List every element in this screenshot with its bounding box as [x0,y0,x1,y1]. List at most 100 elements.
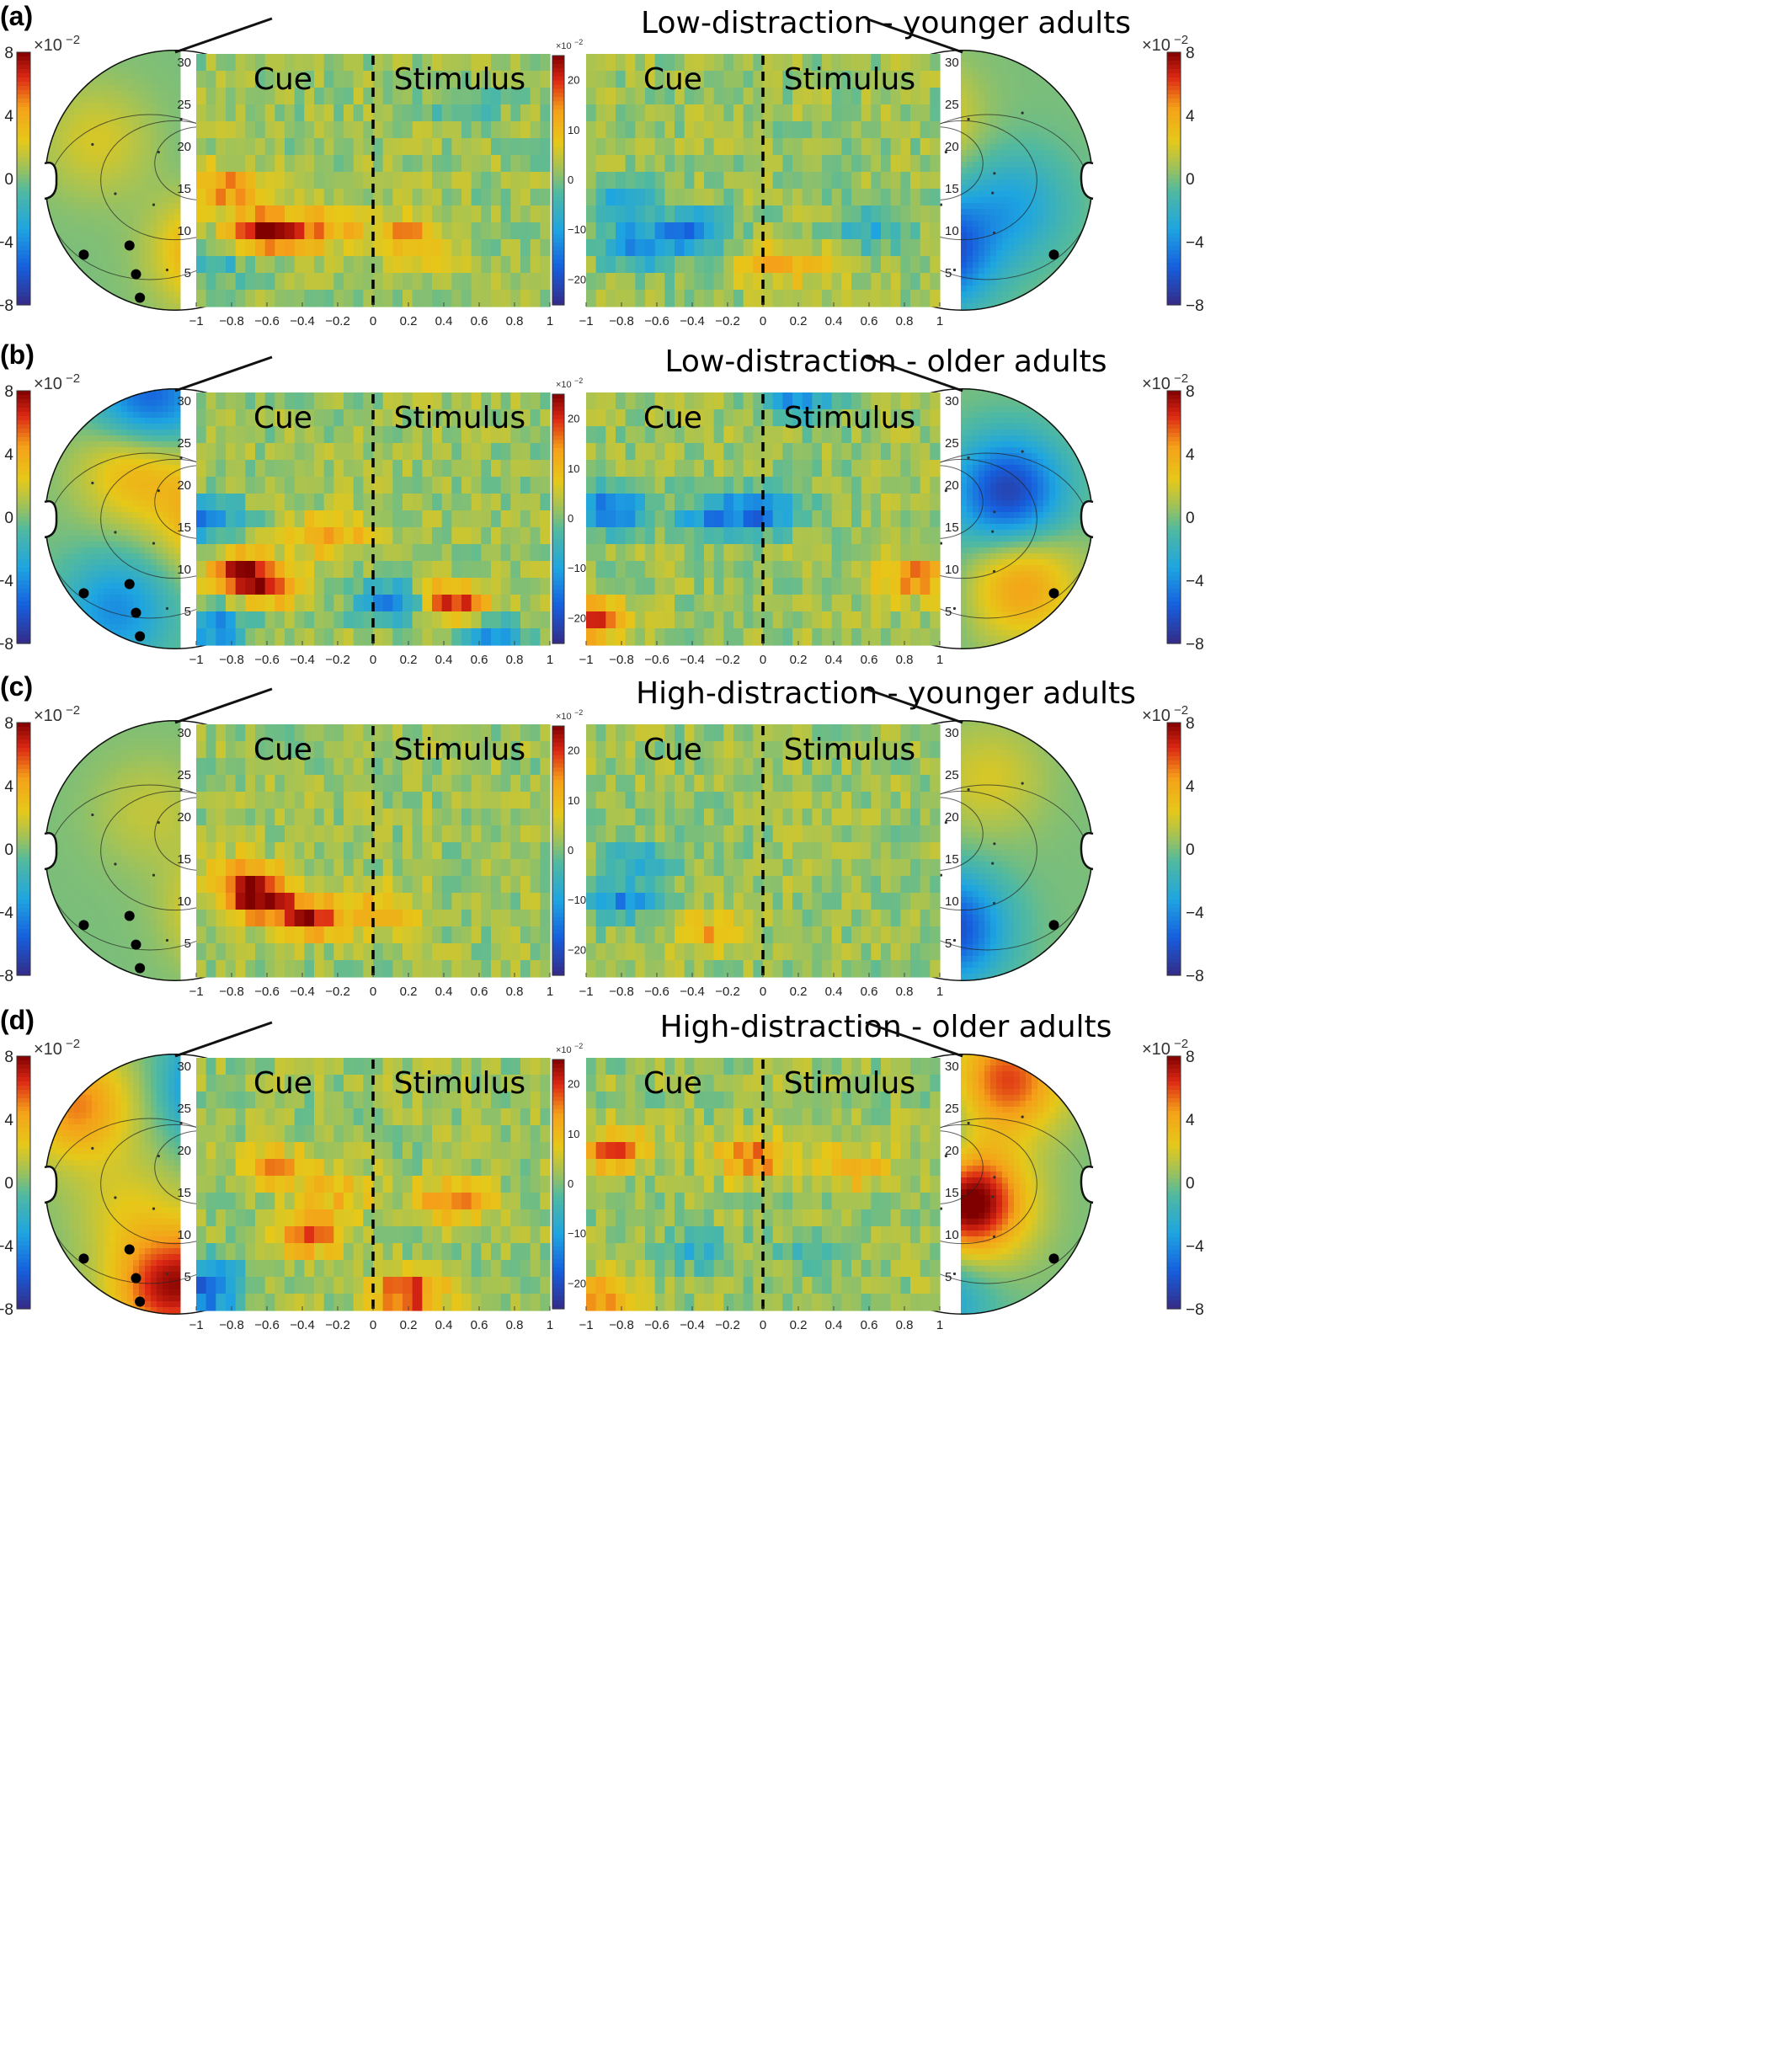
tf-cell [491,1226,502,1244]
tf-cell [841,172,852,189]
highlighted-electrode [135,631,146,642]
tf-cell [461,71,472,88]
tf-cell [353,595,364,612]
tf-cell [245,628,256,646]
tf-cell [861,206,872,223]
tf-cell [540,1142,551,1160]
tf-cell [861,426,872,444]
tf-cell [792,1075,803,1092]
tf-cell [285,239,296,257]
tf-cell [645,960,656,978]
tf-cell [675,88,685,105]
tf-cell [422,1058,433,1076]
tf-cell [733,88,744,105]
tf-cell [255,510,266,528]
tf-cell [595,1294,606,1311]
tf-cell [412,758,423,776]
tf-cell [802,104,813,122]
tf-cell [792,1193,803,1210]
tf-cell [205,189,216,206]
tf-cell [645,256,656,274]
tf-cell [314,758,325,776]
tf-cell [861,1108,872,1126]
tf-cell [930,561,941,579]
tf-cell [930,1260,941,1278]
tf-cell [772,494,783,511]
tf-cell [264,460,275,478]
tf-cell [264,121,275,139]
tf-cell [304,1176,315,1193]
tf-cell [704,792,715,809]
tf-cell [255,544,266,562]
tf-cell [763,206,774,223]
tf-cell [382,273,393,291]
tf-cell [812,477,823,494]
tf-cell [723,724,734,742]
tf-cell [264,1125,275,1143]
tf-cell [802,273,813,291]
tf-cell [294,239,305,257]
tf-cell [605,392,616,410]
tf-cell [520,1058,531,1076]
tf-cell [654,1092,665,1109]
tf-cell [654,1075,665,1092]
tf-cell [432,426,443,444]
tf-cell [910,1092,921,1109]
time-tick-label: 1 [547,653,553,667]
tf-cell [422,876,433,894]
tf-cell [605,611,616,629]
tf-cell [675,611,685,629]
tf-cell [675,206,685,223]
tf-cell [323,104,334,122]
tf-cell [763,1125,774,1143]
tf-cell [910,1075,921,1092]
tf-cell [851,104,862,122]
tf-cell [704,544,715,562]
tf-cell [713,206,724,223]
tf-cell [314,189,325,206]
tf-cell [586,138,597,156]
frequency-tick-label: 10 [177,563,191,577]
tf-cell [802,206,813,223]
topo-colorbar-tick: 4 [4,778,13,796]
tf-cell [841,510,852,528]
tf-cell [910,1193,921,1210]
tf-cell [314,809,325,826]
tf-cell [645,1058,656,1076]
tf-cell [635,578,646,595]
tf-cell [861,155,872,173]
tf-cell [723,172,734,189]
tf-cell [910,206,921,223]
tf-cell [812,155,823,173]
tf-cell [930,960,941,978]
tf-cell [510,724,521,742]
tf-cell [930,88,941,105]
tf-cell [285,876,296,894]
tf-cell [344,758,355,776]
tf-cell [654,1125,665,1143]
tf-cell [264,1159,275,1177]
tf-cell [910,926,921,944]
tf-colorbar-tick: −20 [568,943,586,956]
tf-cell [763,1075,774,1092]
tf-cell [792,1159,803,1177]
time-tick-label: 0.6 [861,653,878,667]
tf-cell [471,578,482,595]
tf-cell [920,477,931,494]
tf-cell [205,1142,216,1160]
tf-cell [753,1193,764,1210]
tf-cell [831,510,842,528]
tf-cell [694,88,705,105]
tf-cell [763,792,774,809]
tf-cell [294,859,305,877]
tf-cell [235,1193,246,1210]
tf-cell [871,859,882,877]
tf-cell [481,1226,492,1244]
tf-cell [743,1075,754,1092]
tf-cell [205,104,216,122]
tf-cell [664,1159,675,1177]
tf-cell [625,910,636,927]
tf-cell [264,222,275,240]
tf-cell [900,138,911,156]
tf-cell [753,758,764,776]
